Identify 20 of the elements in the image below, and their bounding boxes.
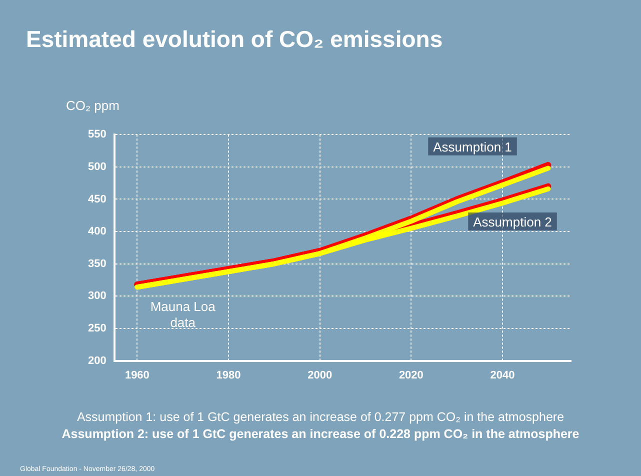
chart-title: Estimated evolution of CO₂ emissions [26, 26, 443, 53]
series-label: Assumption 1 [433, 139, 512, 154]
y-tick-label: 350 [88, 258, 106, 270]
x-tick-label: 2020 [398, 369, 424, 382]
x-tick-label: 2040 [490, 369, 515, 382]
text: Assumption 2: use of 1 GtC generates an increase of 0.228 ppm CO₂ in the atmosphere [60, 426, 580, 443]
y-tick-label: 250 [88, 322, 106, 335]
y-tick-label: 550 [88, 128, 106, 141]
x-tick-label: 2000 [308, 369, 332, 382]
y-axis-title: CO₂ ppm [66, 98, 120, 113]
text: Assumption 1: use of 1 GtC generates an increase of 0.277 ppm CO₂ in the atmosphere [76, 409, 566, 426]
y-tick-label: 450 [88, 193, 106, 206]
annotation: Mauna Loa data [150, 299, 216, 330]
y-tick-label: 300 [88, 290, 106, 302]
y-tick-label: 500 [88, 160, 106, 173]
y-tick-label: 200 [88, 354, 106, 367]
x-tick-label: 1980 [216, 369, 241, 382]
y-tick-label: 400 [88, 226, 106, 238]
series-label: Assumption 2 [473, 214, 552, 230]
x-tick-label: 1960 [124, 369, 150, 382]
